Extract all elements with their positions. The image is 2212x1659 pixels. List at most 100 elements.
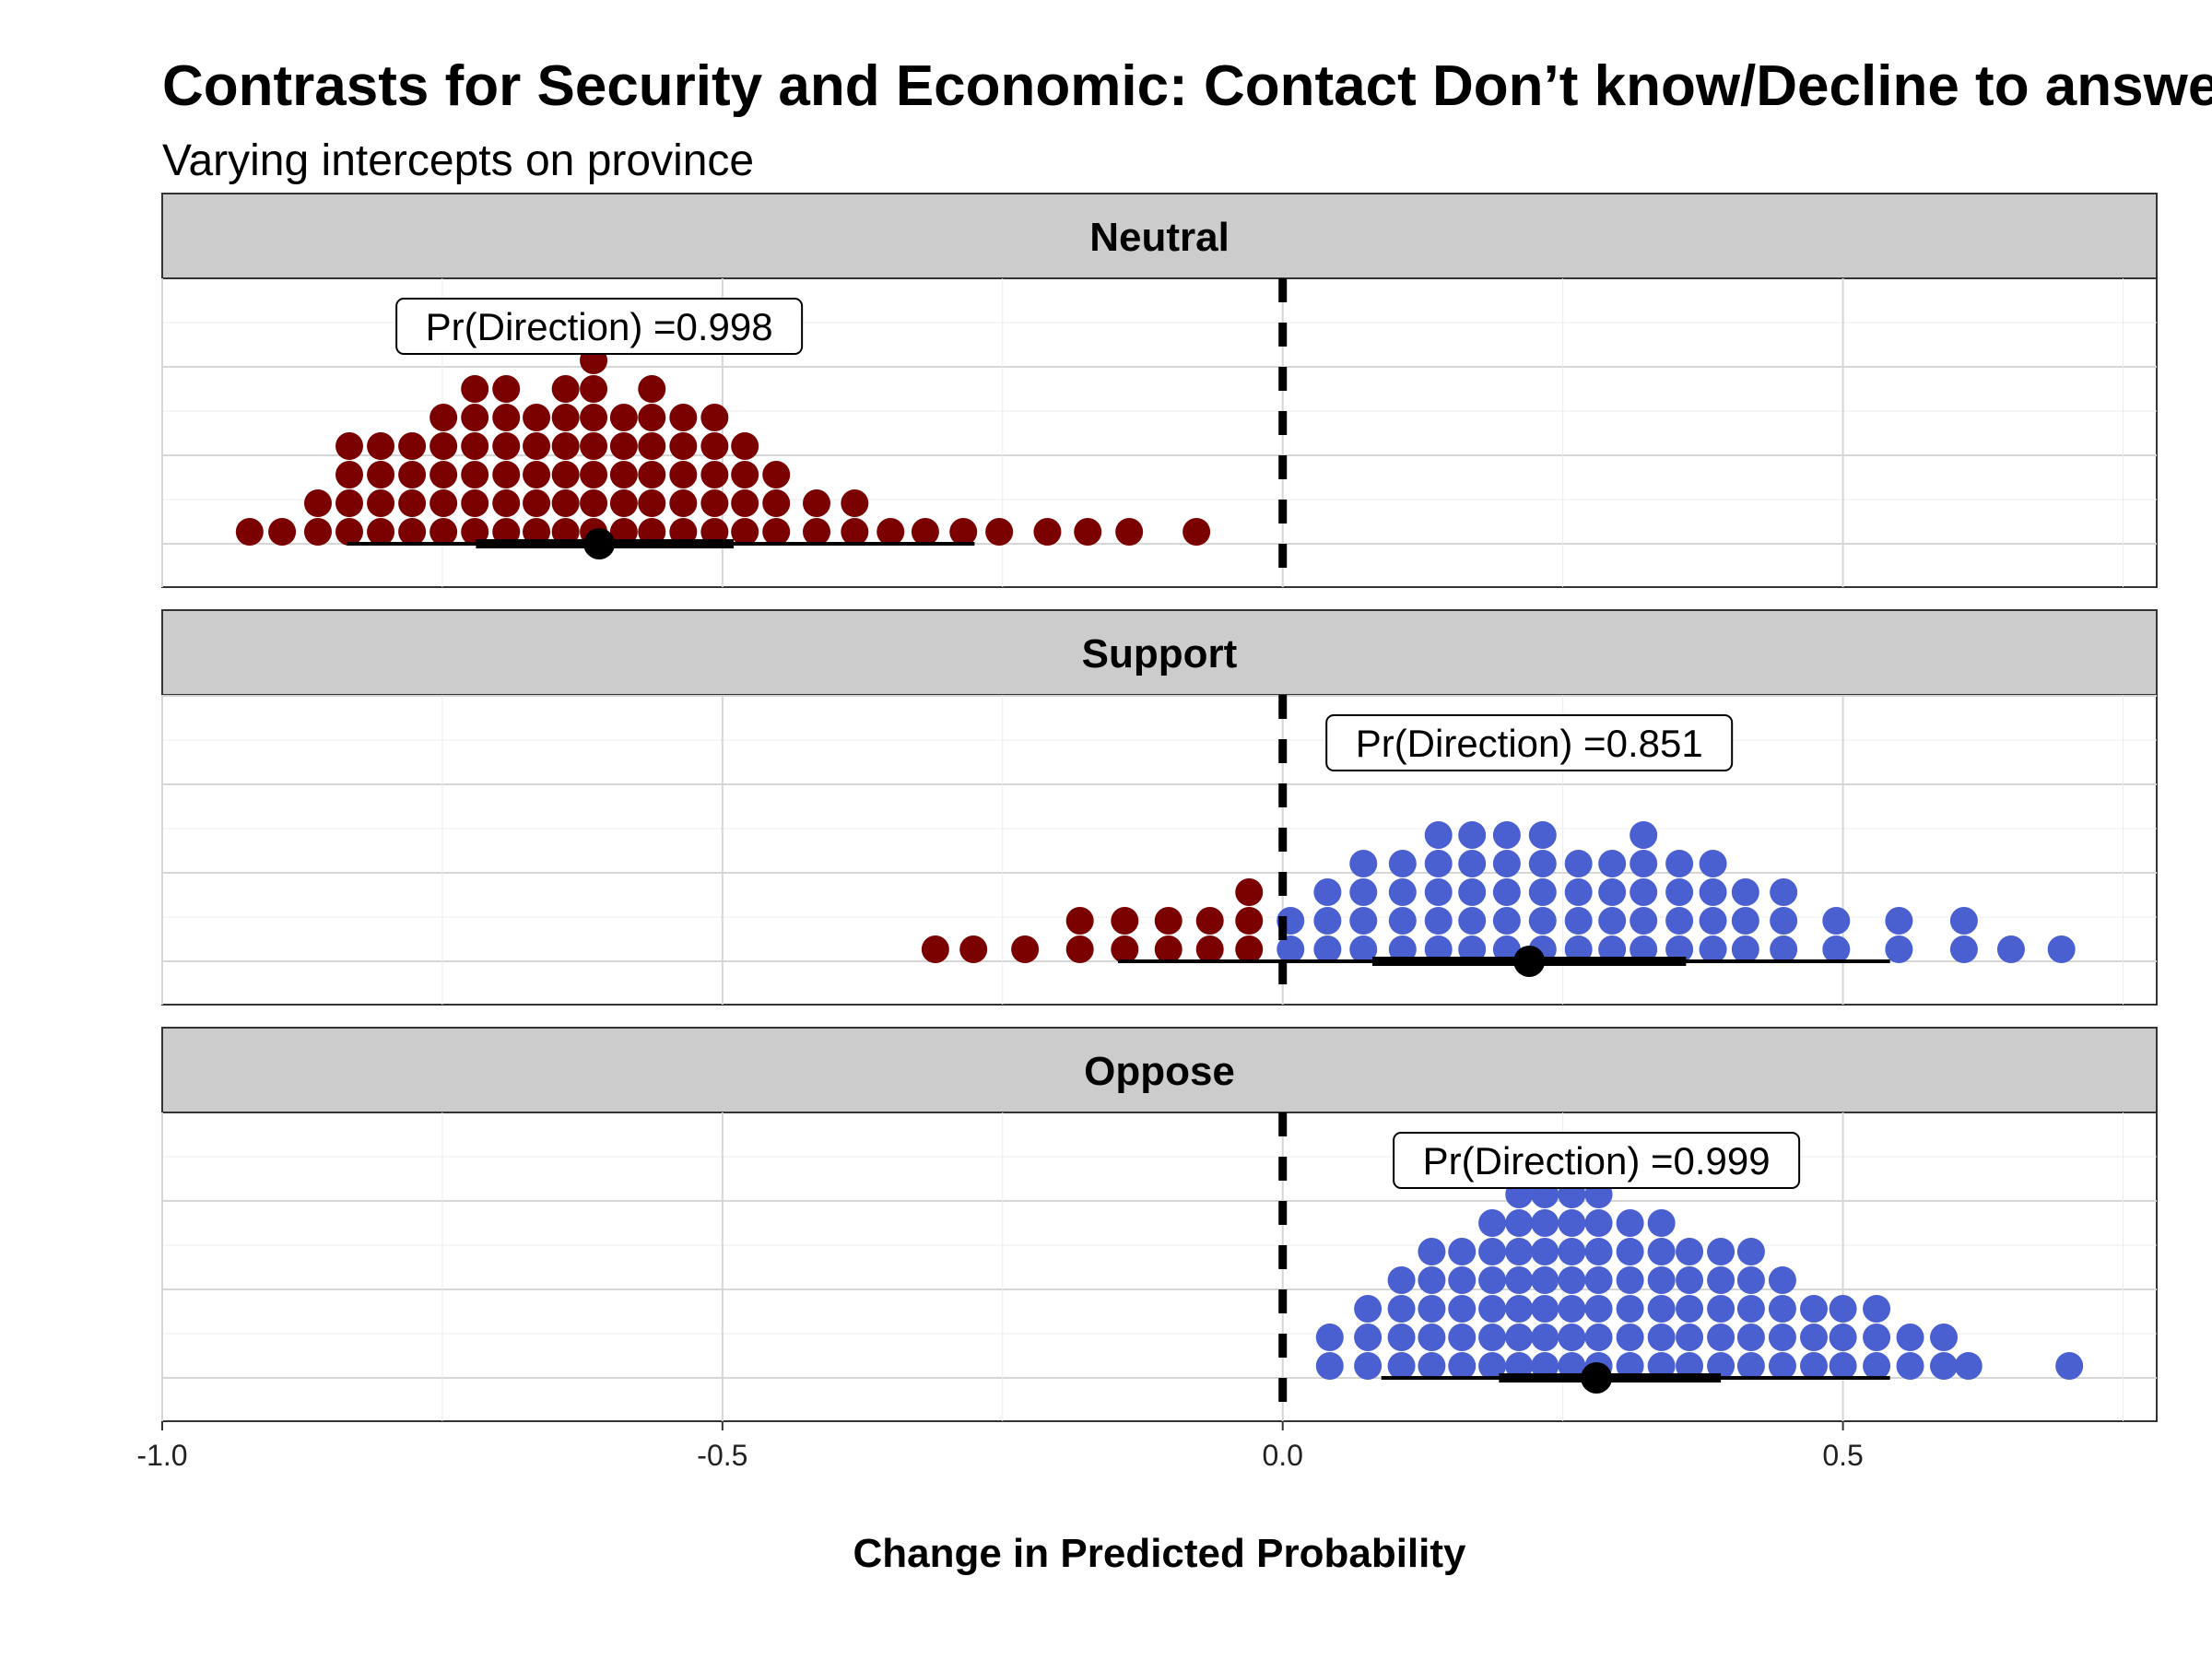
dot-point: [1617, 1209, 1644, 1237]
dot-point: [1707, 1324, 1735, 1351]
dot-point: [1863, 1324, 1890, 1351]
dot-point: [669, 461, 697, 488]
dot-point: [461, 461, 488, 488]
dot-point: [335, 518, 363, 546]
dot-point: [1448, 1295, 1476, 1323]
facet-oppose: Oppose Pr(Direction) =0.999: [162, 1028, 2157, 1421]
dot-point: [461, 375, 488, 403]
dot-point: [1648, 1209, 1676, 1237]
facet-support: SupportPr(Direction) =0.851: [162, 610, 2157, 1005]
dot-point: [1066, 935, 1094, 963]
dot-point: [429, 461, 457, 488]
dot-point: [1505, 1238, 1533, 1265]
dot-point: [1235, 907, 1263, 935]
dot-point: [580, 461, 607, 488]
dot-point: [1316, 1324, 1344, 1351]
dot-point: [1155, 935, 1182, 963]
dot-point: [1478, 1238, 1506, 1265]
dot-point: [610, 432, 638, 460]
dot-point: [912, 518, 939, 546]
dot-point: [1617, 1238, 1644, 1265]
dot-point: [1388, 1324, 1416, 1351]
dot-point: [1950, 907, 1978, 935]
dot-point: [1648, 1295, 1676, 1323]
dot-point: [523, 432, 550, 460]
dot-point: [2048, 935, 2076, 963]
dot-point: [2055, 1352, 2083, 1380]
dot-point: [1505, 1209, 1533, 1237]
dot-point: [1531, 1266, 1559, 1294]
dot-point: [304, 518, 332, 546]
dot-point: [1676, 1295, 1703, 1323]
dot-point: [1531, 1295, 1559, 1323]
dot-point: [985, 518, 1013, 546]
dot-point: [1458, 907, 1486, 935]
dot-point: [1389, 907, 1417, 935]
dot-point: [552, 432, 580, 460]
dot-point: [1800, 1324, 1828, 1351]
dot-point: [461, 489, 488, 517]
chart-subtitle: Varying intercepts on province: [162, 136, 754, 185]
dot-point: [523, 404, 550, 431]
dot-point: [1737, 1238, 1765, 1265]
dot-point: [638, 461, 665, 488]
dot-point: [367, 432, 394, 460]
dot-point: [1529, 821, 1557, 849]
dot-point: [1235, 935, 1263, 963]
dot-point: [1235, 878, 1263, 906]
dot-point: [1418, 1295, 1445, 1323]
dot-point: [638, 489, 665, 517]
dot-point: [1665, 850, 1693, 877]
dot-point: [1011, 935, 1039, 963]
dot-point: [1737, 1266, 1765, 1294]
dot-point: [1182, 518, 1210, 546]
dot-point: [1425, 907, 1453, 935]
dot-point: [1458, 878, 1486, 906]
dot-point: [1478, 1295, 1506, 1323]
dot-point: [700, 404, 728, 431]
dot-point: [1630, 878, 1657, 906]
dot-point: [1313, 935, 1341, 963]
dot-point: [1770, 935, 1797, 963]
dot-point: [1558, 1295, 1585, 1323]
dot-point: [1531, 1324, 1559, 1351]
x-tick-label: -1.0: [136, 1439, 187, 1472]
dot-point: [1388, 1295, 1416, 1323]
point-estimate: [1581, 1362, 1612, 1394]
dot-point: [1930, 1352, 1958, 1380]
dot-point: [367, 489, 394, 517]
dot-point: [1196, 907, 1224, 935]
dot-point: [1863, 1295, 1890, 1323]
facet-panels: Neutral Pr(Direction) =0.998 Support Pr(Dir…: [162, 194, 2157, 1421]
dot-point: [1598, 850, 1626, 877]
dot-point: [638, 375, 665, 403]
dot-point: [1531, 1238, 1559, 1265]
dot-point: [1349, 878, 1377, 906]
dot-point: [1732, 907, 1759, 935]
dot-point: [1529, 850, 1557, 877]
dot-point: [1529, 907, 1557, 935]
dot-point: [1313, 907, 1341, 935]
dot-point: [335, 461, 363, 488]
dot-point: [1676, 1266, 1703, 1294]
dot-point: [1648, 1266, 1676, 1294]
dot-point: [1769, 1295, 1796, 1323]
dot-point: [959, 935, 987, 963]
dot-point: [398, 518, 426, 546]
dot-point: [1529, 878, 1557, 906]
dot-point: [492, 432, 520, 460]
dot-point: [1558, 1266, 1585, 1294]
dot-point: [552, 461, 580, 488]
annotation-label: Pr(Direction) =0.998: [426, 305, 773, 348]
dot-point: [669, 489, 697, 517]
point-estimate: [1513, 946, 1545, 977]
dot-point: [1585, 1324, 1613, 1351]
dot-point: [1354, 1324, 1382, 1351]
dot-point: [1349, 850, 1377, 877]
dot-point: [1316, 1352, 1344, 1380]
dot-point: [1389, 850, 1417, 877]
dot-point: [1665, 907, 1693, 935]
dot-point: [1425, 821, 1453, 849]
dot-point: [367, 518, 394, 546]
